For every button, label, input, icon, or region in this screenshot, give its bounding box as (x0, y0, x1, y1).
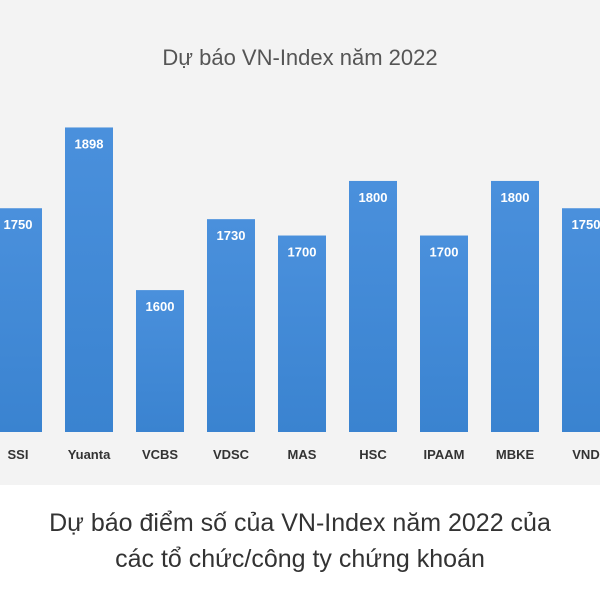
bar-chart: 1750 1898 1600 1730 1700 1800 1700 1800 1750 SSI… (0, 127, 600, 462)
bar-ssi (0, 208, 42, 432)
caption-line-1: Dự báo điểm số của VN-Index năm 2022 của (49, 509, 551, 537)
bar-mas (278, 235, 326, 432)
bar-vnd (562, 208, 600, 432)
bar-value-label: 1750 (4, 217, 33, 232)
bar-ipaam (420, 235, 468, 432)
bar-value-label: 1700 (430, 245, 459, 260)
bar-value-label: 1750 (572, 217, 600, 232)
bar-mbke (491, 180, 539, 432)
bar-hsc (349, 180, 397, 432)
bar-value-label: 1800 (359, 190, 388, 205)
bar-yuanta (65, 127, 113, 432)
chart-panel: Dự báo VN-Index năm 2022 1750 1898 1600 173… (0, 0, 600, 485)
bar-value-label: 1898 (75, 136, 104, 151)
category-label: VND (572, 447, 599, 462)
bar-value-label: 1730 (217, 228, 246, 243)
category-label: VCBS (142, 447, 178, 462)
caption-line-2: các tổ chức/công ty chứng khoán (115, 545, 485, 573)
caption: Dự báo điểm số của VN-Index năm 2022 của… (0, 505, 600, 577)
category-label: MBKE (496, 447, 535, 462)
category-label: VDSC (213, 447, 250, 462)
category-label: SSI (8, 447, 29, 462)
chart-title: Dự báo VN-Index năm 2022 (162, 45, 438, 70)
category-label: Yuanta (68, 447, 111, 462)
category-label: IPAAM (424, 447, 465, 462)
bar-value-label: 1600 (146, 299, 175, 314)
bar-value-label: 1700 (288, 245, 317, 260)
category-label: HSC (359, 447, 387, 462)
bar-vcbs (136, 290, 184, 432)
bar-vdsc (207, 219, 255, 432)
category-label: MAS (288, 447, 317, 462)
bar-value-label: 1800 (501, 190, 530, 205)
